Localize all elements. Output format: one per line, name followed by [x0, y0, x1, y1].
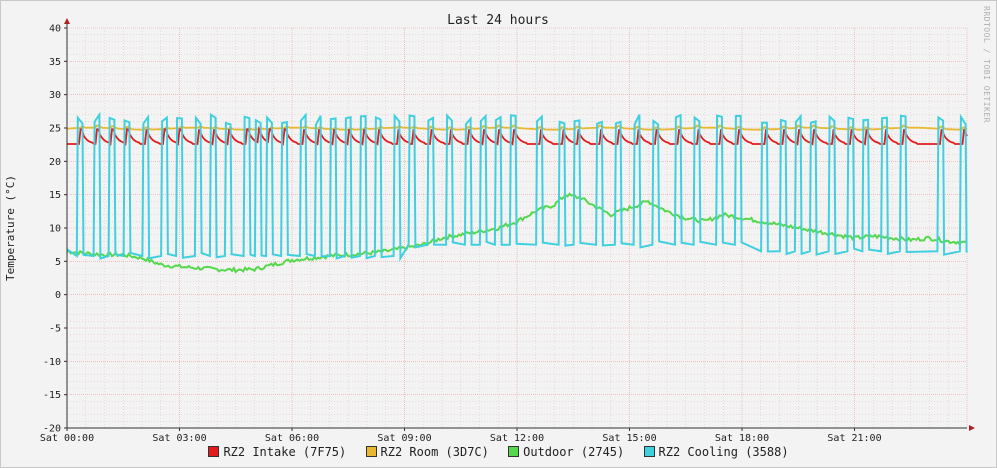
legend: RZ2 Intake (7F75) RZ2 Room (3D7C) Outdoo…: [0, 445, 997, 459]
legend-label: RZ2 Intake (7F75): [223, 445, 347, 459]
intake-line: [67, 125, 968, 146]
y-axis-arrow: [64, 18, 70, 24]
y-tick-label: 5: [55, 257, 61, 268]
y-tick-label: -5: [49, 324, 61, 335]
legend-item-intake: RZ2 Intake (7F75): [208, 445, 346, 459]
watermark-text: RRDTOOL / TOBI OETIKER: [982, 6, 991, 123]
x-tick-label: Sat 21:00: [827, 433, 881, 444]
legend-label: Outdoor (2745): [523, 445, 625, 459]
y-tick-label: 35: [49, 57, 61, 68]
y-tick-label: -10: [43, 357, 61, 368]
legend-swatch: [365, 446, 377, 457]
y-tick-label: 10: [49, 224, 61, 235]
y-tick-label: 25: [49, 124, 61, 135]
x-tick-label: Sat 03:00: [152, 433, 206, 444]
y-tick-label: 30: [49, 90, 61, 101]
x-axis-arrow: [969, 425, 975, 431]
y-tick-label: 15: [49, 190, 61, 201]
legend-item-outdoor: Outdoor (2745): [508, 445, 624, 459]
x-tick-label: Sat 15:00: [602, 433, 656, 444]
y-tick-label: 40: [49, 24, 61, 35]
y-axis-label: Temperature (°C): [4, 175, 17, 281]
y-tick-label: 20: [49, 157, 61, 168]
y-tick-label: -15: [43, 390, 61, 401]
y-tick-label: 0: [55, 290, 61, 301]
legend-label: RZ2 Cooling (3588): [658, 445, 789, 459]
legend-item-room: RZ2 Room (3D7C): [365, 445, 489, 459]
chart-title: Last 24 hours: [447, 13, 549, 28]
x-tick-label: Sat 12:00: [490, 433, 544, 444]
legend-swatch: [643, 446, 655, 457]
legend-swatch: [208, 446, 220, 457]
series-lines: [66, 111, 968, 274]
x-tick-label: Sat 00:00: [40, 433, 94, 444]
x-tick-label: Sat 09:00: [377, 433, 431, 444]
legend-swatch: [508, 446, 520, 457]
y-tick-label: -20: [43, 424, 61, 435]
room-line: [66, 124, 968, 131]
x-tick-label: Sat 18:00: [715, 433, 769, 444]
x-tick-label: Sat 06:00: [265, 433, 319, 444]
legend-item-cooling: RZ2 Cooling (3588): [643, 445, 789, 459]
cooling-line: [66, 111, 968, 262]
legend-label: RZ2 Room (3D7C): [380, 445, 489, 459]
